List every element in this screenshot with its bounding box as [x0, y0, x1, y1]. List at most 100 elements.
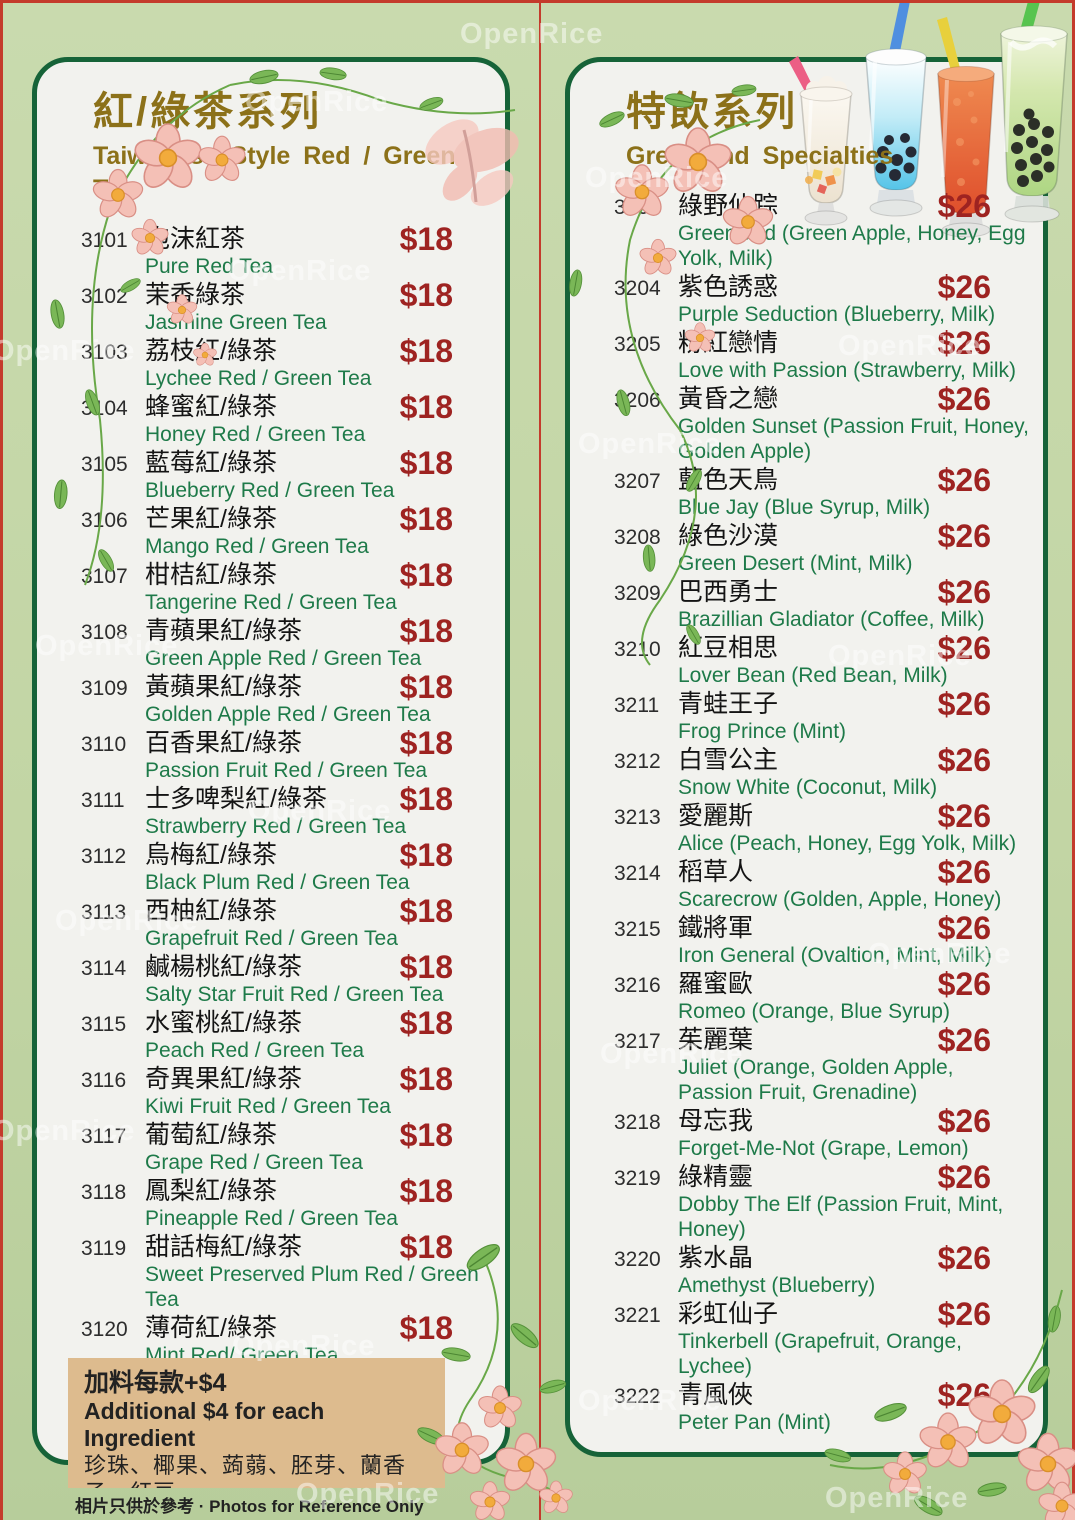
- item-code: 3207: [614, 470, 661, 493]
- item-code: 3115: [81, 1013, 127, 1036]
- item-name-zh: 甜話梅紅/綠茶: [145, 1233, 302, 1261]
- item-name-zh: 鳳梨紅/綠茶: [145, 1177, 277, 1205]
- item-name-zh: 士多啤梨紅/綠茶: [145, 785, 327, 813]
- menu-item-row: 3219 綠精靈 Dobby The Elf (Passion Fruit, M…: [614, 1159, 1031, 1242]
- menu-item-row: 3116 奇異果紅/綠茶 Kiwi Fruit Red / Green Tea …: [81, 1061, 493, 1119]
- item-code: 3217: [614, 1030, 661, 1053]
- orange-juice-drink-icon: [937, 17, 995, 238]
- menu-item-row: 3208 綠色沙漠 Green Desert (Mint, Milk) $26: [614, 518, 1031, 576]
- right-panel-header: 特飲系列 Greenland Specialties: [570, 62, 1043, 179]
- item-code: 3105: [81, 453, 128, 476]
- footer-note: 相片只供於參考 · Photos for Reference Only: [75, 1497, 424, 1516]
- item-name-en: Lover Bean (Red Bean, Milk): [678, 664, 948, 687]
- item-price: $26: [937, 574, 991, 610]
- menu-item-row: 3207 藍色天鳥 Blue Jay (Blue Syrup, Milk) $2…: [614, 462, 1031, 520]
- menu-item-row: 3211 青蛙王子 Frog Prince (Mint) $26: [614, 686, 1031, 744]
- item-code: 3218: [614, 1111, 661, 1134]
- item-code: 3222: [614, 1385, 661, 1408]
- menu-item-row: 3212 白雪公主 Snow White (Coconut, Milk) $26: [614, 742, 1031, 800]
- item-name-zh: 稻草人: [678, 858, 754, 886]
- red-green-tea-panel: 紅/綠茶系列 Taiwanese Style Red / Green Tea 3…: [32, 57, 510, 1465]
- item-name-en: Sweet Preserved Plum Red / Green Tea: [145, 1263, 479, 1311]
- left-panel-item-list: 3101 泡沫紅茶 Pure Red Tea $18 3102 茉香綠茶 Jas…: [37, 212, 505, 1368]
- item-price: $18: [399, 725, 453, 761]
- item-code: 3216: [614, 974, 661, 997]
- item-name-zh: 綠精靈: [678, 1163, 754, 1191]
- item-name-zh: 鹹楊桃紅/綠茶: [145, 953, 302, 981]
- addon-title-zh: 加料每款+$4: [84, 1369, 227, 1397]
- milkshake-drink-icon: [789, 56, 853, 226]
- item-name-en: Iron General (Ovaltion, Mint, Milk): [678, 944, 992, 967]
- menu-item-row: 3117 葡萄紅/綠茶 Grape Red / Green Tea $18: [81, 1117, 493, 1175]
- item-code: 3204: [614, 277, 661, 300]
- item-code: 3213: [614, 806, 661, 829]
- item-code: 3219: [614, 1167, 661, 1190]
- item-price: $26: [937, 188, 991, 224]
- item-price: $26: [937, 1103, 991, 1139]
- item-price: $18: [399, 893, 453, 929]
- item-code: 3203: [614, 196, 661, 219]
- item-code: 3211: [614, 694, 660, 717]
- item-name-zh: 青蛙王子: [678, 690, 779, 718]
- menu-item-row: 3210 紅豆相思 Lover Bean (Red Bean, Milk) $2…: [614, 630, 1031, 688]
- item-code: 3113: [81, 901, 127, 924]
- item-name-en: Dobby The Elf (Passion Fruit, Mint, Hone…: [678, 1193, 1004, 1241]
- item-name-en: Forget-Me-Not (Grape, Lemon): [678, 1137, 969, 1160]
- menu-item-row: 3205 粉紅戀情 Love with Passion (Strawberry,…: [614, 325, 1031, 383]
- item-price: $26: [937, 381, 991, 417]
- item-price: $18: [399, 1061, 453, 1097]
- item-code: 3103: [81, 341, 128, 364]
- menu-item-row: 3114 鹹楊桃紅/綠茶 Salty Star Fruit Red / Gree…: [81, 949, 493, 1007]
- item-name-en: Scarecrow (Golden, Apple, Honey): [678, 888, 1002, 911]
- menu-item-row: 3209 巴西勇士 Brazillian Gladiator (Coffee, …: [614, 574, 1031, 632]
- menu-item-row: 3119 甜話梅紅/綠茶 Sweet Preserved Plum Red / …: [81, 1229, 493, 1312]
- item-price: $18: [399, 333, 453, 369]
- item-name-en: Kiwi Fruit Red / Green Tea: [145, 1095, 391, 1118]
- item-code: 3119: [81, 1237, 127, 1260]
- item-price: $26: [937, 910, 991, 946]
- item-code: 3110: [81, 733, 127, 756]
- item-name-en: Green Apple Red / Green Tea: [145, 647, 422, 670]
- item-name-en: Alice (Peach, Honey, Egg Yolk, Milk): [678, 832, 1017, 855]
- item-name-zh: 青蘋果紅/綠茶: [145, 617, 302, 645]
- item-price: $18: [399, 1173, 453, 1209]
- item-price: $26: [937, 1296, 991, 1332]
- trim-line-right: [1072, 0, 1075, 1520]
- item-price: $26: [937, 269, 991, 305]
- item-code: 3114: [81, 957, 127, 980]
- item-code: 3208: [614, 526, 661, 549]
- item-price: $18: [399, 221, 453, 257]
- menu-item-row: 3118 鳳梨紅/綠茶 Pineapple Red / Green Tea $1…: [81, 1173, 493, 1231]
- menu-item-row: 3113 西柚紅/綠茶 Grapefruit Red / Green Tea $…: [81, 893, 493, 951]
- item-price: $18: [399, 1229, 453, 1265]
- menu-item-row: 3106 芒果紅/綠茶 Mango Red / Green Tea $18: [81, 501, 493, 559]
- item-name-en: Golden Sunset (Passion Fruit, Honey, Gol…: [678, 415, 1029, 463]
- item-price: $26: [937, 518, 991, 554]
- menu-item-row: 3216 羅蜜歐 Romeo (Orange, Blue Syrup) $26: [614, 966, 1031, 1024]
- menu-item-row: 3108 青蘋果紅/綠茶 Green Apple Red / Green Tea…: [81, 613, 493, 671]
- item-code: 3104: [81, 397, 128, 420]
- item-name-zh: 水蜜桃紅/綠茶: [145, 1009, 302, 1037]
- item-code: 3107: [81, 565, 128, 588]
- item-price: $26: [937, 1377, 991, 1413]
- addon-title-en: Additional $4 for each Ingredient: [84, 1398, 325, 1451]
- menu-item-row: 3104 蜂蜜紅/綠茶 Honey Red / Green Tea $18: [81, 389, 493, 447]
- item-price: $18: [399, 557, 453, 593]
- trim-line-left: [0, 0, 3, 1520]
- item-name-en: Salty Star Fruit Red / Green Tea: [145, 983, 444, 1006]
- item-name-en: Grapefruit Red / Green Tea: [145, 927, 398, 950]
- item-code: 3210: [614, 638, 661, 661]
- item-name-en: Grape Red / Green Tea: [145, 1151, 363, 1174]
- item-name-en: Amethyst (Blueberry): [678, 1274, 876, 1297]
- item-name-zh: 薄荷紅/綠茶: [145, 1314, 277, 1342]
- left-panel-title-zh: 紅/綠茶系列: [93, 90, 323, 134]
- item-code: 3215: [614, 918, 661, 941]
- menu-item-row: 3111 士多啤梨紅/綠茶 Strawberry Red / Green Tea…: [81, 781, 493, 839]
- menu-item-row: 3203 綠野仙踪 Greenland (Green Apple, Honey,…: [614, 188, 1031, 271]
- item-name-zh: 西柚紅/綠茶: [145, 897, 277, 925]
- menu-item-row: 3105 藍莓紅/綠茶 Blueberry Red / Green Tea $1…: [81, 445, 493, 503]
- item-name-zh: 羅蜜歐: [678, 970, 754, 998]
- menu-item-row: 3215 鐵將軍 Iron General (Ovaltion, Mint, M…: [614, 910, 1031, 968]
- green-boba-drink-icon: [1000, 2, 1068, 223]
- item-price: $18: [399, 445, 453, 481]
